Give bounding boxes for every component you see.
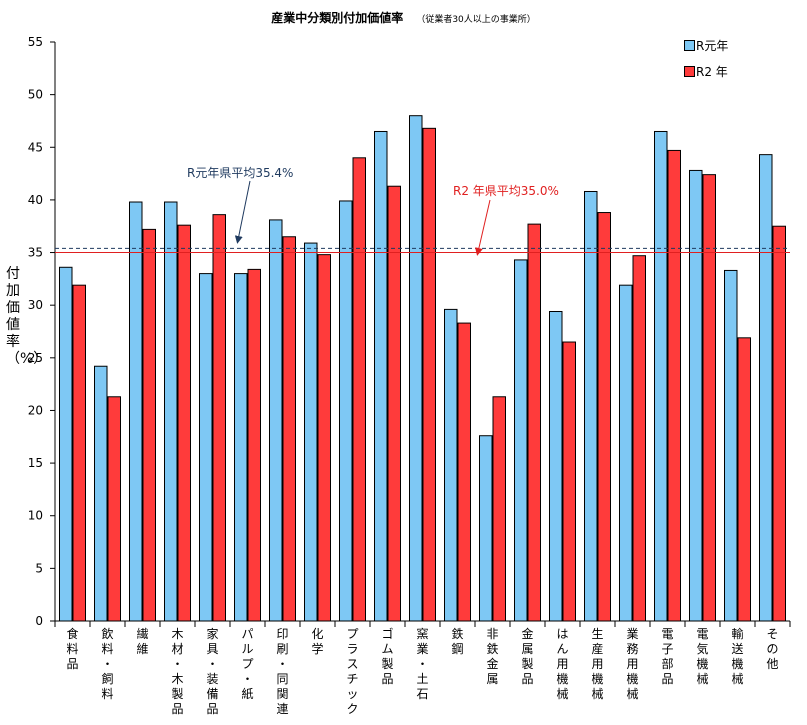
- x-tick-label-15: 生産用機械: [591, 627, 603, 701]
- bar-r2-4: [212, 214, 226, 622]
- bar-r2-6: [282, 236, 296, 622]
- x-tick-label-7: 化学: [311, 627, 323, 656]
- annotation-arrow-r1: [234, 180, 251, 244]
- y-tick-label-55: 55: [28, 35, 43, 49]
- bar-r1-9: [374, 130, 388, 622]
- x-tick-label-9: ゴム製品: [381, 626, 393, 686]
- bar-r2-10: [422, 127, 436, 622]
- bar-r1-15: [584, 190, 598, 622]
- legend-item-r1: R元年: [684, 38, 729, 53]
- bar-r1-12: [479, 435, 493, 622]
- annotation-r1-average: R元年県平均35.4%: [187, 166, 294, 180]
- annotation-arrow-r2: [475, 199, 491, 256]
- bar-r1-0: [59, 266, 73, 622]
- y-tick-label-10: 10: [28, 509, 43, 523]
- bar-r2-15: [597, 212, 611, 622]
- bar-r1-3: [164, 201, 178, 622]
- bar-r2-7: [317, 254, 331, 622]
- x-tick-label-20: その他: [766, 627, 778, 671]
- bar-r2-17: [667, 149, 681, 622]
- x-tick-label-6: 印刷・同関連: [276, 627, 288, 716]
- x-tick-label-16: 業務用機械: [626, 627, 638, 701]
- x-tick-label-0: 食料品: [66, 626, 78, 671]
- bar-r2-3: [177, 224, 191, 622]
- y-tick-label-45: 45: [28, 140, 43, 154]
- y-tick-label-25: 25: [28, 351, 43, 365]
- bar-r2-18: [702, 174, 716, 622]
- legend-item-r2: R2 年: [684, 64, 728, 79]
- x-tick-label-13: 金属製品: [521, 626, 533, 686]
- bar-r1-14: [549, 310, 563, 622]
- y-tick-label-15: 15: [28, 456, 43, 470]
- bar-r1-20: [759, 154, 773, 622]
- x-tick-label-11: 鉄鋼: [451, 626, 463, 656]
- bar-r1-4: [199, 273, 213, 622]
- bar-r1-13: [514, 259, 528, 622]
- bar-r2-11: [457, 322, 471, 622]
- legend-swatch-r1: [684, 39, 695, 51]
- y-tick-label-20: 20: [28, 403, 43, 417]
- bar-r2-19: [737, 337, 751, 622]
- x-tick-label-19: 輸送機械: [731, 626, 743, 686]
- chart-title-block: 産業中分類別付加価値率 （従業者30人以上の事業所）: [0, 7, 807, 26]
- x-tick-label-4: 家具・装備品: [206, 626, 218, 716]
- bar-r2-5: [247, 268, 261, 622]
- y-tick-label-30: 30: [28, 298, 43, 312]
- bar-r2-14: [562, 341, 576, 622]
- legend-label-r1: R元年: [696, 38, 729, 53]
- bar-r2-9: [387, 185, 401, 622]
- bar-r2-12: [492, 396, 506, 622]
- bar-r1-7: [304, 242, 318, 622]
- x-tick-label-12: 非鉄金属: [486, 627, 498, 686]
- bar-r1-6: [269, 219, 283, 622]
- legend: R元年 R2 年: [684, 38, 728, 90]
- x-tick-label-2: 繊維: [136, 627, 148, 656]
- y-tick-label-40: 40: [28, 193, 43, 207]
- bar-r2-20: [772, 225, 786, 622]
- legend-swatch-r2: [684, 65, 695, 77]
- bar-r1-8: [339, 200, 353, 622]
- y-tick-label-5: 5: [35, 561, 43, 575]
- x-tick-label-1: 飲料・飼料: [101, 626, 113, 701]
- y-tick-label-50: 50: [28, 88, 43, 102]
- bar-r1-16: [619, 284, 633, 622]
- x-tick-label-18: 電気機械: [696, 627, 708, 686]
- bar-r1-2: [129, 201, 143, 622]
- bar-r1-5: [234, 273, 248, 622]
- bar-r1-17: [654, 130, 668, 622]
- bar-r1-18: [689, 169, 703, 622]
- annotation-r2-average: R2 年県平均35.0%: [453, 184, 559, 198]
- bar-r2-1: [107, 396, 121, 622]
- legend-label-r2: R2 年: [696, 64, 728, 79]
- bar-r2-13: [527, 223, 541, 622]
- x-tick-label-14: はん用機械: [556, 627, 568, 701]
- bar-r2-8: [352, 157, 366, 622]
- chart-subtitle: （従業者30人以上の事業所）: [416, 15, 536, 25]
- bar-r2-16: [632, 255, 646, 622]
- x-tick-label-5: パルプ・紙: [241, 627, 253, 701]
- x-tick-label-3: 木材・木製品: [171, 627, 183, 716]
- x-tick-label-10: 窯業・土石: [416, 626, 428, 701]
- y-tick-label-35: 35: [28, 246, 43, 260]
- bar-r1-19: [724, 269, 738, 622]
- chart-title: 産業中分類別付加価値率: [271, 11, 404, 25]
- bar-r1-1: [94, 365, 108, 622]
- bar-r2-0: [72, 284, 86, 622]
- x-tick-label-8: プラスチック: [346, 627, 358, 716]
- bar-r1-11: [444, 308, 458, 622]
- y-tick-label-0: 0: [35, 614, 43, 628]
- bar-r1-10: [409, 115, 423, 622]
- x-tick-label-17: 電子部品: [661, 627, 673, 686]
- bar-r2-2: [142, 228, 156, 622]
